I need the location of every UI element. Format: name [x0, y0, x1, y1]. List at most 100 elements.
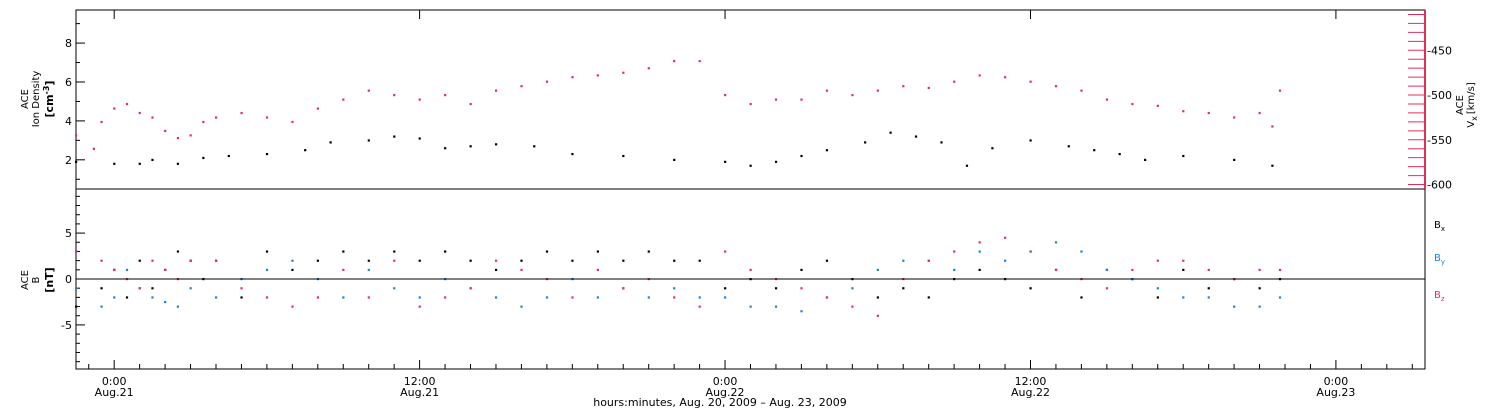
bz-point	[1182, 259, 1185, 262]
vx-point	[673, 60, 676, 63]
vx-point	[1054, 85, 1058, 88]
bz-point	[418, 305, 421, 308]
bx-point	[1080, 296, 1083, 299]
vx-point	[138, 111, 141, 115]
density-point	[965, 164, 969, 167]
by-point	[902, 259, 905, 262]
vx-point	[494, 89, 498, 92]
vx-point	[393, 94, 396, 97]
vx-unit: [km/s]	[1466, 82, 1477, 114]
by-point	[724, 296, 727, 299]
vx-tick-label: -550	[1427, 134, 1452, 147]
density-point	[494, 143, 498, 146]
density-tick-label: 6	[65, 76, 72, 89]
bz-point	[342, 268, 345, 272]
bx-point	[1182, 268, 1185, 272]
by-point	[125, 268, 129, 272]
by-point	[1004, 259, 1007, 262]
by-point	[151, 296, 154, 299]
bz-point	[1131, 268, 1134, 272]
bx-point	[520, 259, 523, 262]
vx-point	[367, 89, 370, 92]
bz-point	[953, 250, 956, 253]
bz-point	[1105, 287, 1109, 290]
by-point	[1258, 305, 1261, 308]
by-point	[978, 250, 981, 253]
density-unit-close: ]	[43, 81, 56, 86]
series-bz	[75, 236, 1282, 317]
x-tick-time: 0:00	[1324, 375, 1349, 388]
bx-point	[1258, 287, 1261, 290]
by-point	[75, 287, 78, 290]
vx-point	[571, 76, 574, 79]
vx-point	[418, 98, 421, 101]
bx-point	[138, 259, 141, 262]
vx-point	[1004, 76, 1007, 79]
by-point	[367, 268, 370, 272]
vx-point	[953, 80, 956, 83]
vx-point	[724, 94, 727, 97]
vx-point	[698, 60, 701, 63]
bz-point	[698, 305, 701, 308]
density-point	[469, 145, 472, 148]
bz-point	[138, 287, 141, 290]
bz-point	[151, 259, 154, 262]
density-point	[1182, 154, 1185, 158]
vx-symbol: V	[1466, 121, 1477, 128]
by-point	[113, 296, 116, 299]
by-point	[189, 287, 192, 290]
by-point	[545, 296, 549, 299]
by-point	[1278, 296, 1282, 299]
density-point	[418, 137, 421, 140]
bx-point	[100, 287, 103, 290]
series-by	[75, 241, 1282, 313]
bx-point	[418, 259, 421, 262]
bz-point	[100, 259, 103, 262]
by-point	[494, 296, 498, 299]
bottom-axis-label-line2: B	[31, 276, 42, 283]
top-right-axis-label: ACE	[1455, 95, 1466, 115]
bx-point	[673, 259, 676, 262]
density-point	[1118, 152, 1121, 156]
density-point	[533, 145, 536, 148]
density-point	[329, 141, 332, 144]
bz-point	[1156, 259, 1159, 262]
bz-point	[673, 296, 676, 299]
vx-point	[647, 67, 650, 70]
bz-point	[367, 296, 370, 299]
by-point	[647, 296, 650, 299]
bx-label: Bx	[1434, 220, 1445, 233]
vx-tick-label: -450	[1427, 44, 1452, 57]
top-right-axis-ticks: -450 -500 -550 -600	[1408, 10, 1452, 192]
bz-point	[851, 305, 854, 308]
bz-point	[927, 259, 930, 262]
vx-point	[1029, 80, 1032, 83]
density-point	[304, 149, 307, 152]
vx-point	[113, 107, 116, 110]
bz-point	[876, 314, 879, 317]
vx-point	[202, 120, 205, 124]
bz-point	[494, 259, 498, 262]
density-point	[138, 162, 141, 165]
vx-point	[469, 102, 472, 106]
x-tick-day: Aug.21	[95, 386, 134, 399]
bz-label: Bz	[1434, 290, 1445, 303]
density-point	[444, 147, 447, 150]
bottom-axis-ticks: 5 0 -5	[61, 195, 85, 363]
density-point	[889, 131, 892, 134]
bz-point	[1207, 268, 1210, 272]
by-point	[265, 268, 269, 272]
x-tick-day: Aug.23	[1316, 386, 1355, 399]
vx-point	[1182, 110, 1185, 113]
density-point	[622, 154, 625, 158]
series-vx	[75, 60, 1282, 150]
vx-point	[164, 129, 167, 133]
vx-point	[176, 136, 180, 140]
density-tick-label: 4	[65, 115, 72, 128]
bz-point	[189, 259, 192, 262]
bz-point	[393, 259, 396, 262]
bz-point	[1054, 268, 1058, 272]
vx-point	[622, 71, 625, 74]
by-point	[673, 287, 676, 290]
density-point	[1144, 158, 1147, 162]
